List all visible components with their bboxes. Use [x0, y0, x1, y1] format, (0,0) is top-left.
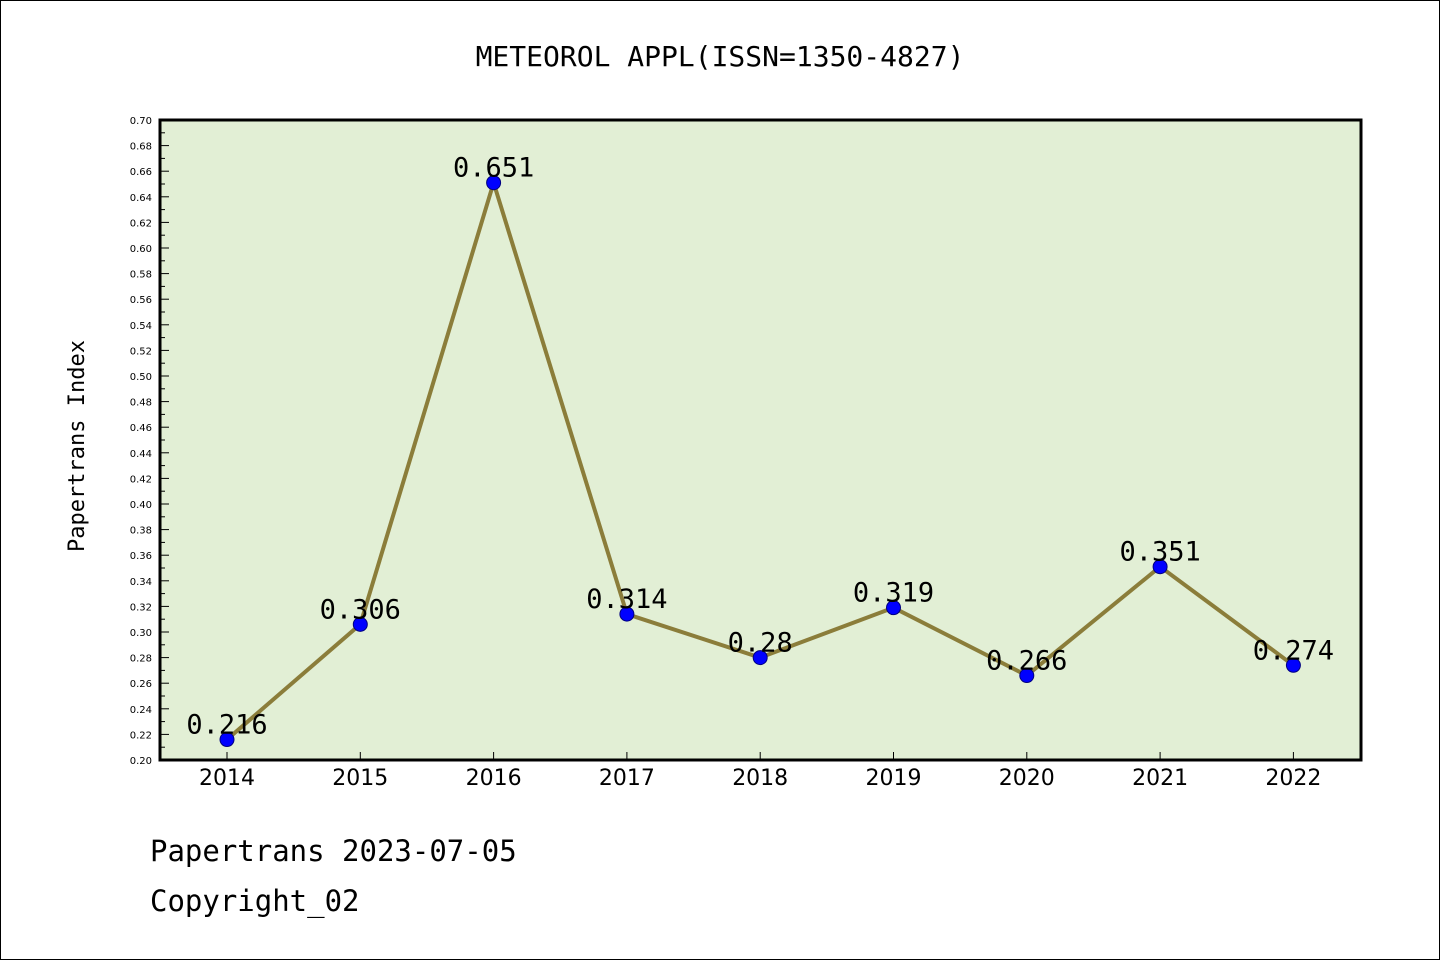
- ytick-label: 0.68: [130, 142, 152, 153]
- ytick-label: 0.60: [130, 244, 152, 255]
- xtick-label: 2016: [466, 766, 522, 791]
- xtick-label: 2017: [599, 766, 655, 791]
- ytick-label: 0.26: [130, 679, 152, 690]
- chart-title: METEOROL APPL(ISSN=1350-4827): [476, 40, 965, 73]
- data-point-marker: [352, 616, 368, 632]
- ytick-label: 0.44: [130, 449, 152, 460]
- ytick-label: 0.22: [130, 730, 152, 741]
- ytick-label: 0.20: [130, 756, 152, 767]
- data-label: 0.266: [986, 646, 1067, 677]
- ytick-label: 0.24: [130, 705, 152, 716]
- data-label: 0.651: [453, 153, 534, 184]
- ytick-label: 0.58: [130, 270, 152, 281]
- data-point-marker: [1285, 657, 1301, 673]
- xtick-label: 2022: [1265, 766, 1321, 791]
- data-point-marker: [1152, 559, 1168, 575]
- data-point-marker: [752, 650, 768, 666]
- ytick-label: 0.34: [130, 577, 152, 588]
- data-point-marker: [619, 606, 635, 622]
- footer-copyright-text: Copyright_02: [150, 884, 360, 918]
- ytick-label: 0.48: [130, 398, 152, 409]
- data-point-marker: [486, 175, 502, 191]
- ytick-label: 0.28: [130, 654, 152, 665]
- ytick-labels: 0.20 0.22 0.24 0.26 0.28 0.30 0.32 0.34 0.36 0.38…: [130, 116, 152, 767]
- xtick-labels: 2014 2015 2016 2017 2018 2019 2020 2021 2022: [199, 752, 1321, 791]
- data-label: 0.274: [1253, 635, 1334, 666]
- footer-date-text: Papertrans 2023-07-05: [150, 834, 517, 868]
- data-point-marker: [1019, 668, 1035, 684]
- ytick-label: 0.46: [130, 423, 152, 434]
- xtick-label: 2019: [866, 766, 922, 791]
- xtick-label: 2015: [332, 766, 388, 791]
- ytick-label: 0.62: [130, 218, 152, 229]
- xtick-label: 2021: [1132, 766, 1188, 791]
- xtick-label: 2020: [999, 766, 1055, 791]
- y-axis-label: Papertrans Index: [65, 340, 90, 552]
- ytick-label: 0.54: [130, 321, 152, 332]
- data-point-marker: [219, 732, 235, 748]
- ytick-label: 0.70: [130, 116, 152, 127]
- xtick-label: 2018: [732, 766, 788, 791]
- ytick-label: 0.66: [130, 167, 152, 178]
- ytick-label: 0.42: [130, 474, 152, 485]
- data-label: 0.306: [320, 594, 401, 625]
- xtick-label: 2014: [199, 766, 255, 791]
- ytick-label: 0.56: [130, 295, 152, 306]
- ytick-label: 0.52: [130, 346, 152, 357]
- data-label: 0.28: [728, 628, 793, 659]
- data-label: 0.319: [853, 578, 934, 609]
- plot-border: [158, 118, 1363, 762]
- data-point-marker: [886, 600, 901, 616]
- ytick-label: 0.30: [130, 628, 152, 639]
- ytick-label: 0.50: [130, 372, 152, 383]
- ytick-label: 0.40: [130, 500, 152, 511]
- data-label: 0.314: [586, 584, 667, 615]
- data-labels: 0.216 0.306 0.651 0.314 0.28 0.319 0.266 0.351 0…: [186, 153, 1334, 741]
- ytick-label: 0.32: [130, 602, 152, 613]
- ytick-label: 0.36: [130, 551, 152, 562]
- ytick-label: 0.38: [130, 526, 152, 537]
- ytick-label: 0.64: [130, 193, 152, 204]
- data-label: 0.351: [1119, 537, 1200, 568]
- data-markers: [219, 175, 1301, 748]
- data-label: 0.216: [186, 710, 267, 741]
